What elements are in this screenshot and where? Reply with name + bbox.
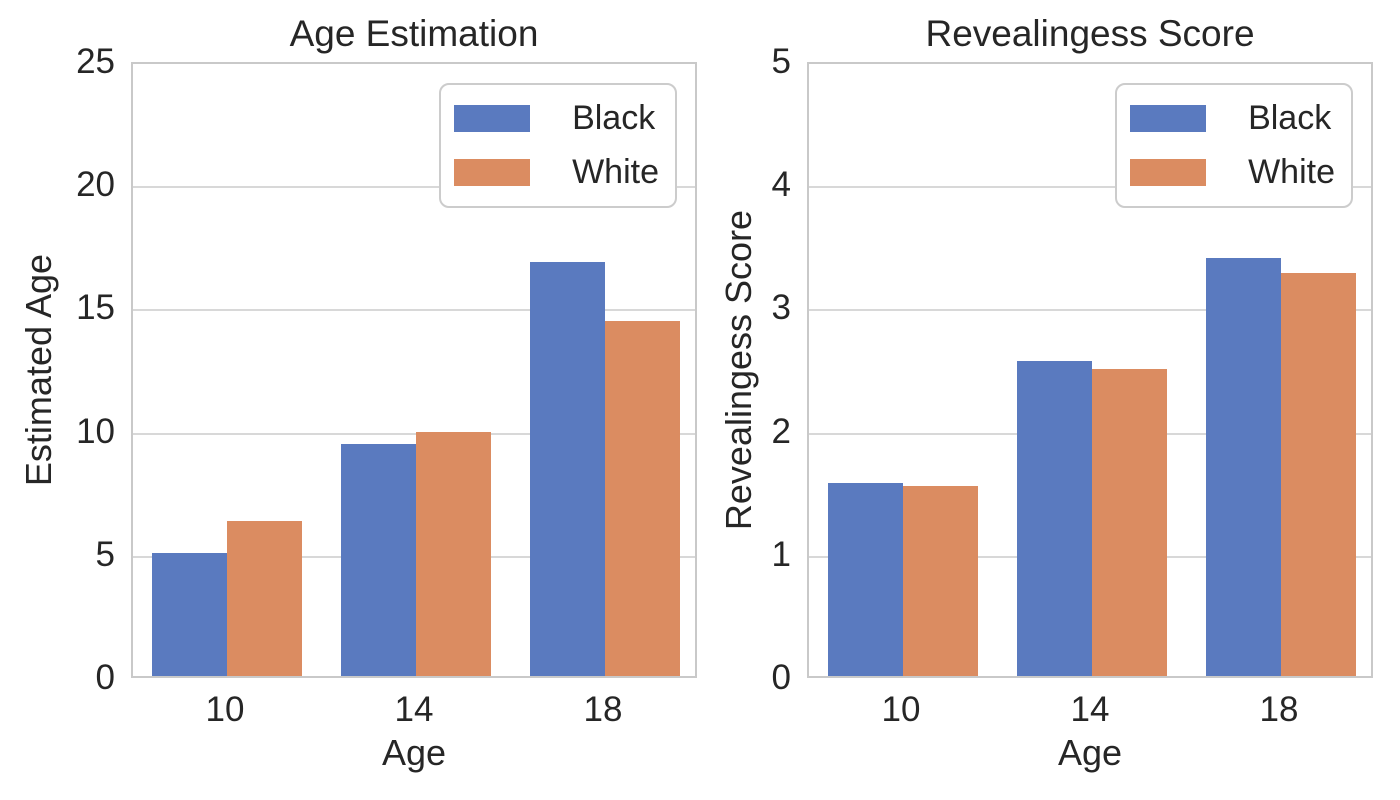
legend-label: White [572, 153, 659, 191]
legend-item: White [454, 152, 659, 193]
y-tick-label: 20 [76, 165, 115, 204]
y-tick-label: 1 [771, 535, 791, 574]
chart-age-estimation: Age Estimation Estimated Age Age Black W… [18, 13, 697, 773]
x-axis-label: Age [381, 732, 447, 773]
bar-white-10 [227, 521, 302, 676]
bar-black-18 [530, 262, 605, 676]
legend-label: Black [1248, 99, 1332, 137]
legend: Black White [439, 83, 677, 208]
legend-item: White [1130, 152, 1335, 193]
bar-white-18 [605, 321, 680, 676]
gridline [809, 186, 1371, 188]
y-tick-label: 0 [95, 658, 115, 697]
x-tick-label: 14 [394, 690, 434, 729]
legend-swatch-black [1130, 105, 1207, 132]
x-tick-label: 10 [881, 690, 921, 729]
y-tick-label: 0 [771, 658, 791, 697]
y-tick-label: 3 [771, 288, 791, 327]
legend-item: Black [1130, 98, 1335, 139]
y-axis-label: Revealingess Score [718, 209, 759, 531]
bar-white-14 [1092, 369, 1167, 676]
plot-area [807, 62, 1373, 678]
legend-label: Black [572, 99, 656, 137]
y-tick-label: 10 [76, 412, 115, 451]
legend-label: White [1248, 153, 1335, 191]
bar-white-18 [1281, 273, 1356, 676]
bar-white-10 [903, 486, 978, 676]
y-tick-label: 4 [771, 165, 791, 204]
gridline [133, 309, 695, 311]
legend-swatch-white [454, 159, 531, 186]
bar-black-14 [341, 444, 416, 676]
gridline [133, 433, 695, 435]
y-tick-label: 2 [771, 412, 791, 451]
y-axis-label: Estimated Age [18, 253, 59, 487]
legend-swatch-black [454, 105, 531, 132]
chart-revealingess-score: Revealingess Score Revealingess Score Ag… [700, 0, 1400, 800]
x-tick-label: 10 [205, 690, 245, 729]
y-tick-label: 5 [771, 42, 791, 81]
legend: Black White [1115, 83, 1353, 208]
bar-black-18 [1206, 258, 1281, 676]
x-tick-label: 14 [1070, 690, 1110, 729]
legend-swatch-white [1130, 159, 1207, 186]
chart-title: Age Estimation [289, 13, 539, 54]
x-tick-label: 18 [583, 690, 623, 729]
y-tick-label: 25 [76, 42, 115, 81]
bar-black-10 [152, 553, 227, 676]
gridline [133, 186, 695, 188]
y-tick-label: 15 [76, 288, 115, 327]
y-tick-label: 5 [95, 535, 115, 574]
x-axis-label: Age [1057, 732, 1123, 773]
x-tick-label: 18 [1259, 690, 1299, 729]
bar-white-14 [416, 432, 491, 676]
legend-item: Black [454, 98, 659, 139]
chart-title: Revealingess Score [925, 13, 1255, 54]
bar-black-14 [1017, 361, 1092, 676]
bar-black-10 [828, 483, 903, 676]
gridline [809, 309, 1371, 311]
